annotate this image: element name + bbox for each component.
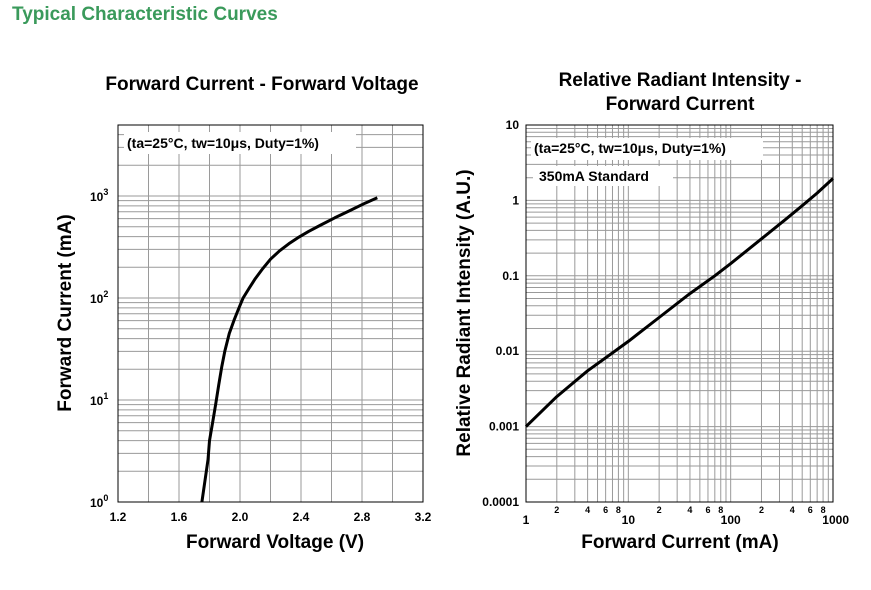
chart2-ytick-label: 0.001 [489, 420, 519, 434]
chart1-ticks: 1.2 1.6 2.0 2.4 2.8 3.2 100 101 102 103 [90, 187, 432, 524]
chart2-title-line1: Relative Radiant Intensity - [559, 70, 802, 91]
chart2-xminor-tick-label: 8 [821, 505, 826, 515]
chart1-xtick-label: 2.0 [232, 510, 249, 524]
chart1-xtick-label: 2.8 [354, 510, 371, 524]
chart2-xlabel: Forward Current (mA) [581, 532, 778, 553]
chart2-xminor-tick-label: 4 [790, 505, 795, 515]
chart2-ylabel: Relative Radiant Intensity (A.U.) [454, 169, 475, 456]
chart1-ylabel: Forward Current (mA) [55, 214, 76, 411]
chart1-ytick-label: 100 [90, 493, 108, 510]
chart2-xminor-tick-label: 2 [554, 505, 559, 515]
chart2-xtick-label: 100 [721, 513, 741, 527]
chart1-series-line [200, 196, 378, 503]
chart2-ytick-label: 0.0001 [482, 495, 519, 509]
chart2-xminor-tick-label: 6 [808, 505, 813, 515]
chart1-xtick-label: 1.6 [171, 510, 188, 524]
chart2-xminor-tick-label: 2 [657, 505, 662, 515]
chart2-xtick-label: 1 [523, 513, 530, 527]
chart2-annotation-bg [531, 138, 763, 160]
chart-forward-current-voltage: Forward Current - Forward Voltage 1.2 1.6… [55, 74, 432, 553]
chart2-ytick-label: 1 [512, 193, 519, 207]
chart2-xminor-tick-label: 6 [603, 505, 608, 515]
chart1-ytick-label: 102 [90, 289, 108, 306]
chart2-xtick-label: 10 [622, 513, 636, 527]
chart2-title-line2: Forward Current [606, 94, 756, 115]
chart2-xminor-tick-label: 4 [585, 505, 590, 515]
chart1-frame [117, 124, 424, 503]
chart2-grid [526, 125, 833, 502]
chart1-xtick-label: 2.4 [293, 510, 310, 524]
chart1-title: Forward Current - Forward Voltage [105, 74, 418, 95]
chart2-xtick-label: 1000 [822, 513, 849, 527]
chart1-ytick-label: 103 [90, 187, 108, 204]
chart2-annotation2: 350mA Standard [539, 168, 649, 184]
chart2-frame [525, 124, 834, 503]
chart2-xminor-tick-label: 2 [759, 505, 764, 515]
chart2-series-line [524, 177, 835, 428]
chart1-annotation: (ta=25°C, tw=10μs, Duty=1%) [127, 135, 319, 151]
chart2-ytick-label: 0.01 [496, 344, 520, 358]
chart1-annotation-bg [124, 132, 356, 154]
chart2-xminor-tick-label: 6 [705, 505, 710, 515]
chart1-xtick-label: 1.2 [110, 510, 127, 524]
chart1-xtick-label: 3.2 [415, 510, 432, 524]
chart2-ytick-label: 0.1 [502, 269, 519, 283]
chart-radiant-intensity-current: Relative Radiant Intensity - Forward Cur… [454, 70, 849, 553]
chart2-xminor-tick-label: 8 [616, 505, 621, 515]
chart1-ytick-label: 101 [90, 391, 108, 408]
chart1-xlabel: Forward Voltage (V) [186, 532, 364, 553]
chart2-ytick-label: 10 [506, 118, 520, 132]
chart1-grid [118, 125, 423, 502]
chart2-annotation2-bg [533, 166, 673, 186]
section-title: Typical Characteristic Curves [12, 4, 278, 25]
chart2-annotation: (ta=25°C, tw=10μs, Duty=1%) [534, 140, 726, 156]
chart2-xminor-tick-label: 8 [718, 505, 723, 515]
chart2-xminor-tick-label: 4 [687, 505, 692, 515]
